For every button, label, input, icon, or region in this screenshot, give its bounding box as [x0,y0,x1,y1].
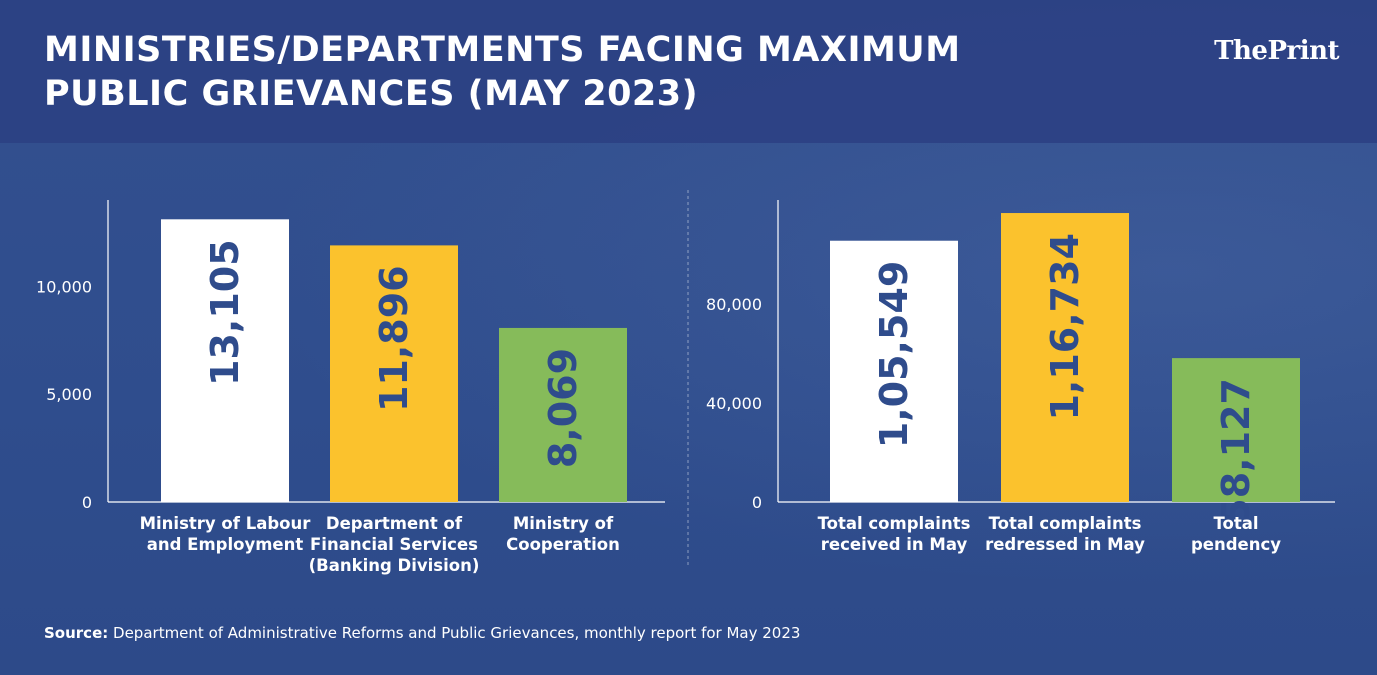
chart2-bar [1001,213,1129,502]
source-note: Source: Department of Administrative Ref… [44,624,800,642]
chart1-category-label: Financial Services [310,535,478,554]
chart2-category-label: Total complaints [989,514,1142,533]
chart1-ytick-label: 5,000 [46,385,92,404]
chart2-ytick-label: 80,000 [706,295,762,314]
chart1-category-label: Cooperation [506,535,620,554]
chart1-category-label: Department of [326,514,463,533]
chart1-bar [161,219,289,502]
chart1-bar-value-label: 13,105 [203,239,247,386]
chart1-ytick-label: 0 [82,493,92,512]
header-band [0,0,1377,143]
chart1-bar [499,327,627,502]
chart2-bar-value-label: 1,16,734 [1043,233,1087,421]
chart1-category-label: Ministry of Labour [140,514,312,533]
chart2-category-label: redressed in May [985,535,1145,554]
source-text: Department of Administrative Reforms and… [113,624,801,642]
chart1-category-label: (Banking Division) [309,556,480,575]
chart2-category-label: Total [1213,514,1258,533]
chart2-ytick-label: 40,000 [706,394,762,413]
chart-title: MINISTRIES/DEPARTMENTS FACING MAXIMUM PU… [44,30,961,114]
source-label: Source: [44,624,109,642]
chart1-ytick-label: 10,000 [36,277,92,296]
chart2-bar [830,240,958,502]
chart2-ytick-label: 0 [752,493,762,512]
chart2-category-label: Total complaints [818,514,971,533]
chart2-bar-value-label: 1,05,549 [872,261,916,449]
chart1-bar [330,245,458,502]
chart2-category-label: pendency [1191,535,1281,554]
chart2-bar [1172,358,1300,502]
theprint-logo: ThePrint [1214,36,1339,66]
chart1-bar-value-label: 8,069 [541,348,585,468]
chart1-category-label: Ministry of [513,514,614,533]
chart1-bar-value-label: 11,896 [372,265,416,412]
chart1-category-label: and Employment [147,535,304,554]
chart2-category-label: received in May [821,535,968,554]
chart2-bar-value-label: 58,127 [1214,378,1258,525]
